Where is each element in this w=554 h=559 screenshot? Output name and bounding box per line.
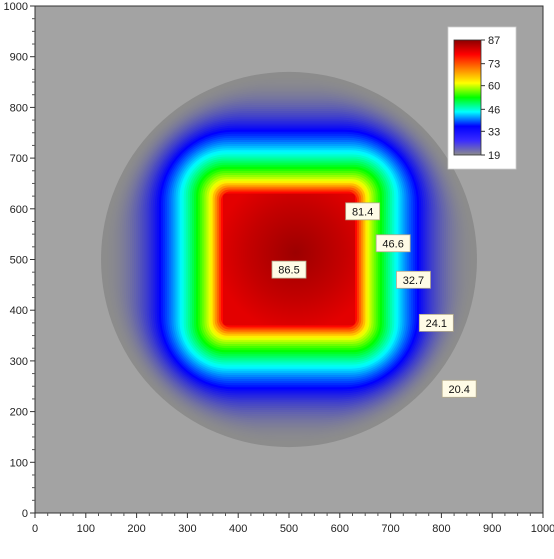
x-tick-label: 0 bbox=[32, 523, 38, 535]
contour-label: 81.4 bbox=[345, 202, 381, 221]
contour-label: 32.7 bbox=[396, 270, 431, 289]
contour-label-text: 20.4 bbox=[448, 384, 469, 396]
colorbar-tick-label: 19 bbox=[488, 150, 500, 162]
contour-label-box bbox=[441, 379, 477, 398]
x-tick-label: 1000 bbox=[531, 523, 554, 535]
contour-labels: 86.5 81.4 46.6 32.7 24.1 20.4 bbox=[271, 202, 477, 398]
x-tick-label: 100 bbox=[77, 523, 95, 535]
contour-label: 86.5 bbox=[271, 260, 307, 279]
y-tick-label: 100 bbox=[10, 457, 28, 469]
y-tick-label: 700 bbox=[10, 153, 28, 165]
contour-label-text: 46.6 bbox=[382, 238, 403, 250]
y-tick-label: 300 bbox=[10, 356, 28, 368]
contour-label: 20.4 bbox=[441, 379, 477, 398]
contour-label-box bbox=[375, 234, 411, 253]
x-tick-label: 300 bbox=[178, 523, 196, 535]
contour-label-box bbox=[418, 313, 454, 332]
contour-label-box bbox=[271, 260, 307, 279]
contour-label-box bbox=[345, 202, 381, 221]
y-tick-label: 800 bbox=[10, 102, 28, 114]
x-tick-label: 400 bbox=[229, 523, 247, 535]
heat-field bbox=[101, 71, 477, 448]
colorbar-tick-label: 46 bbox=[488, 104, 500, 116]
y-tick-label: 1000 bbox=[4, 1, 28, 13]
x-tick-label: 200 bbox=[127, 523, 145, 535]
x-tick-label: 800 bbox=[432, 523, 450, 535]
y-tick-label: 500 bbox=[10, 255, 28, 267]
contour-label-text: 24.1 bbox=[426, 318, 447, 330]
y-tick-label: 400 bbox=[10, 305, 28, 317]
y-tick-label: 200 bbox=[10, 407, 28, 419]
hot-core bbox=[222, 193, 356, 326]
colorbar-tick-label: 33 bbox=[488, 126, 500, 138]
y-tick-label: 900 bbox=[10, 52, 28, 64]
contour-label: 24.1 bbox=[418, 313, 454, 332]
y-tick-label: 600 bbox=[10, 204, 28, 216]
x-tick-label: 900 bbox=[483, 523, 501, 535]
contour-label-box bbox=[396, 270, 431, 289]
y-tick-label: 0 bbox=[22, 508, 28, 520]
colorbar-tick-label: 87 bbox=[488, 35, 500, 47]
x-tick-label: 600 bbox=[331, 523, 349, 535]
contour-label-text: 32.7 bbox=[403, 275, 424, 287]
x-tick-label: 500 bbox=[280, 523, 298, 535]
contour-label: 46.6 bbox=[375, 234, 411, 253]
colorbar-legend: 87 73 60 46 33 19 bbox=[447, 26, 517, 170]
contour-label-text: 81.4 bbox=[352, 206, 373, 218]
axes: 0 100 200 300 400 500 600 700 800 900 1000 0 100 200 3… bbox=[4, 1, 554, 535]
colorbar-tick-label: 73 bbox=[488, 59, 500, 71]
contour-label-text: 86.5 bbox=[278, 265, 299, 277]
colorbar-gradient bbox=[453, 39, 482, 156]
colorbar-tick-label: 60 bbox=[488, 81, 500, 93]
x-tick-label: 700 bbox=[381, 523, 399, 535]
